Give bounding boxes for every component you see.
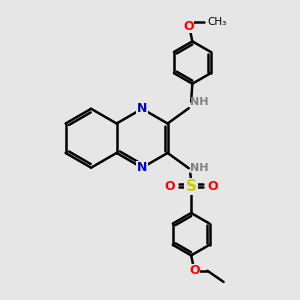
Text: CH₃: CH₃: [208, 17, 227, 27]
Text: S: S: [186, 179, 197, 194]
Text: NH: NH: [190, 163, 208, 173]
Text: O: O: [208, 180, 218, 193]
Text: O: O: [189, 264, 200, 277]
Text: O: O: [164, 180, 175, 193]
Text: N: N: [137, 161, 147, 174]
Text: N: N: [137, 102, 147, 115]
Text: NH: NH: [190, 97, 208, 107]
Text: O: O: [184, 20, 194, 32]
